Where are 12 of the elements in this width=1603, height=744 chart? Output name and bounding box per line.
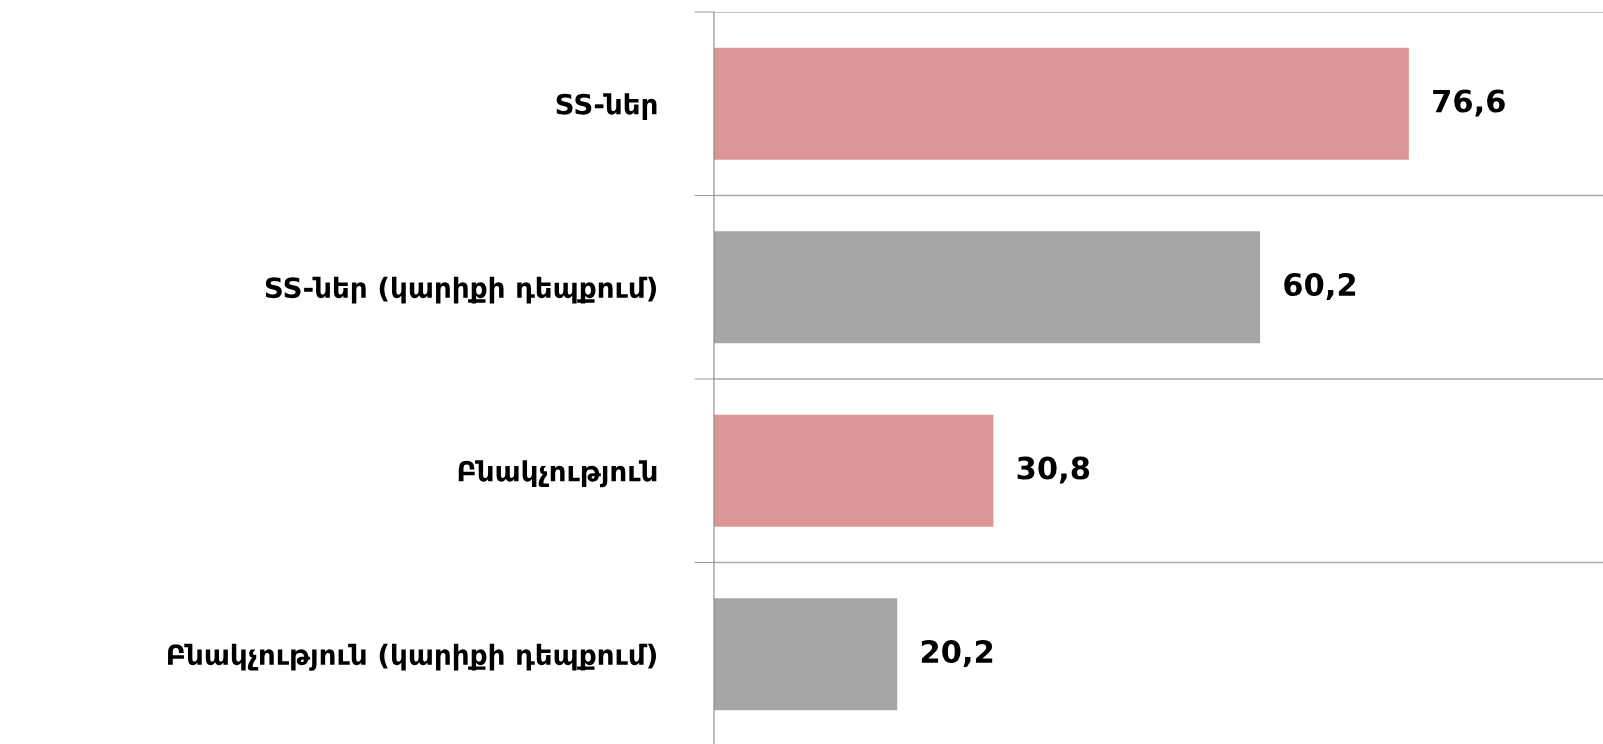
data-label: 60,2 bbox=[1284, 272, 1356, 301]
bar bbox=[713, 598, 898, 711]
data-label: 76,6 bbox=[1433, 89, 1505, 117]
bar bbox=[713, 47, 1409, 160]
y-tick-label: SS-ներ bbox=[556, 93, 657, 121]
y-tick-label: Բնակչություն bbox=[458, 460, 657, 488]
y-tick-label: Բնակչություն (կարիքի դեպքում) bbox=[168, 643, 656, 671]
data-label: 30,8 bbox=[1017, 456, 1090, 484]
data-label: 20,2 bbox=[921, 640, 993, 668]
bar bbox=[713, 231, 1261, 344]
y-tick-label: SS-ներ (կարիքի դեպքում) bbox=[265, 276, 657, 304]
bar bbox=[713, 414, 994, 527]
